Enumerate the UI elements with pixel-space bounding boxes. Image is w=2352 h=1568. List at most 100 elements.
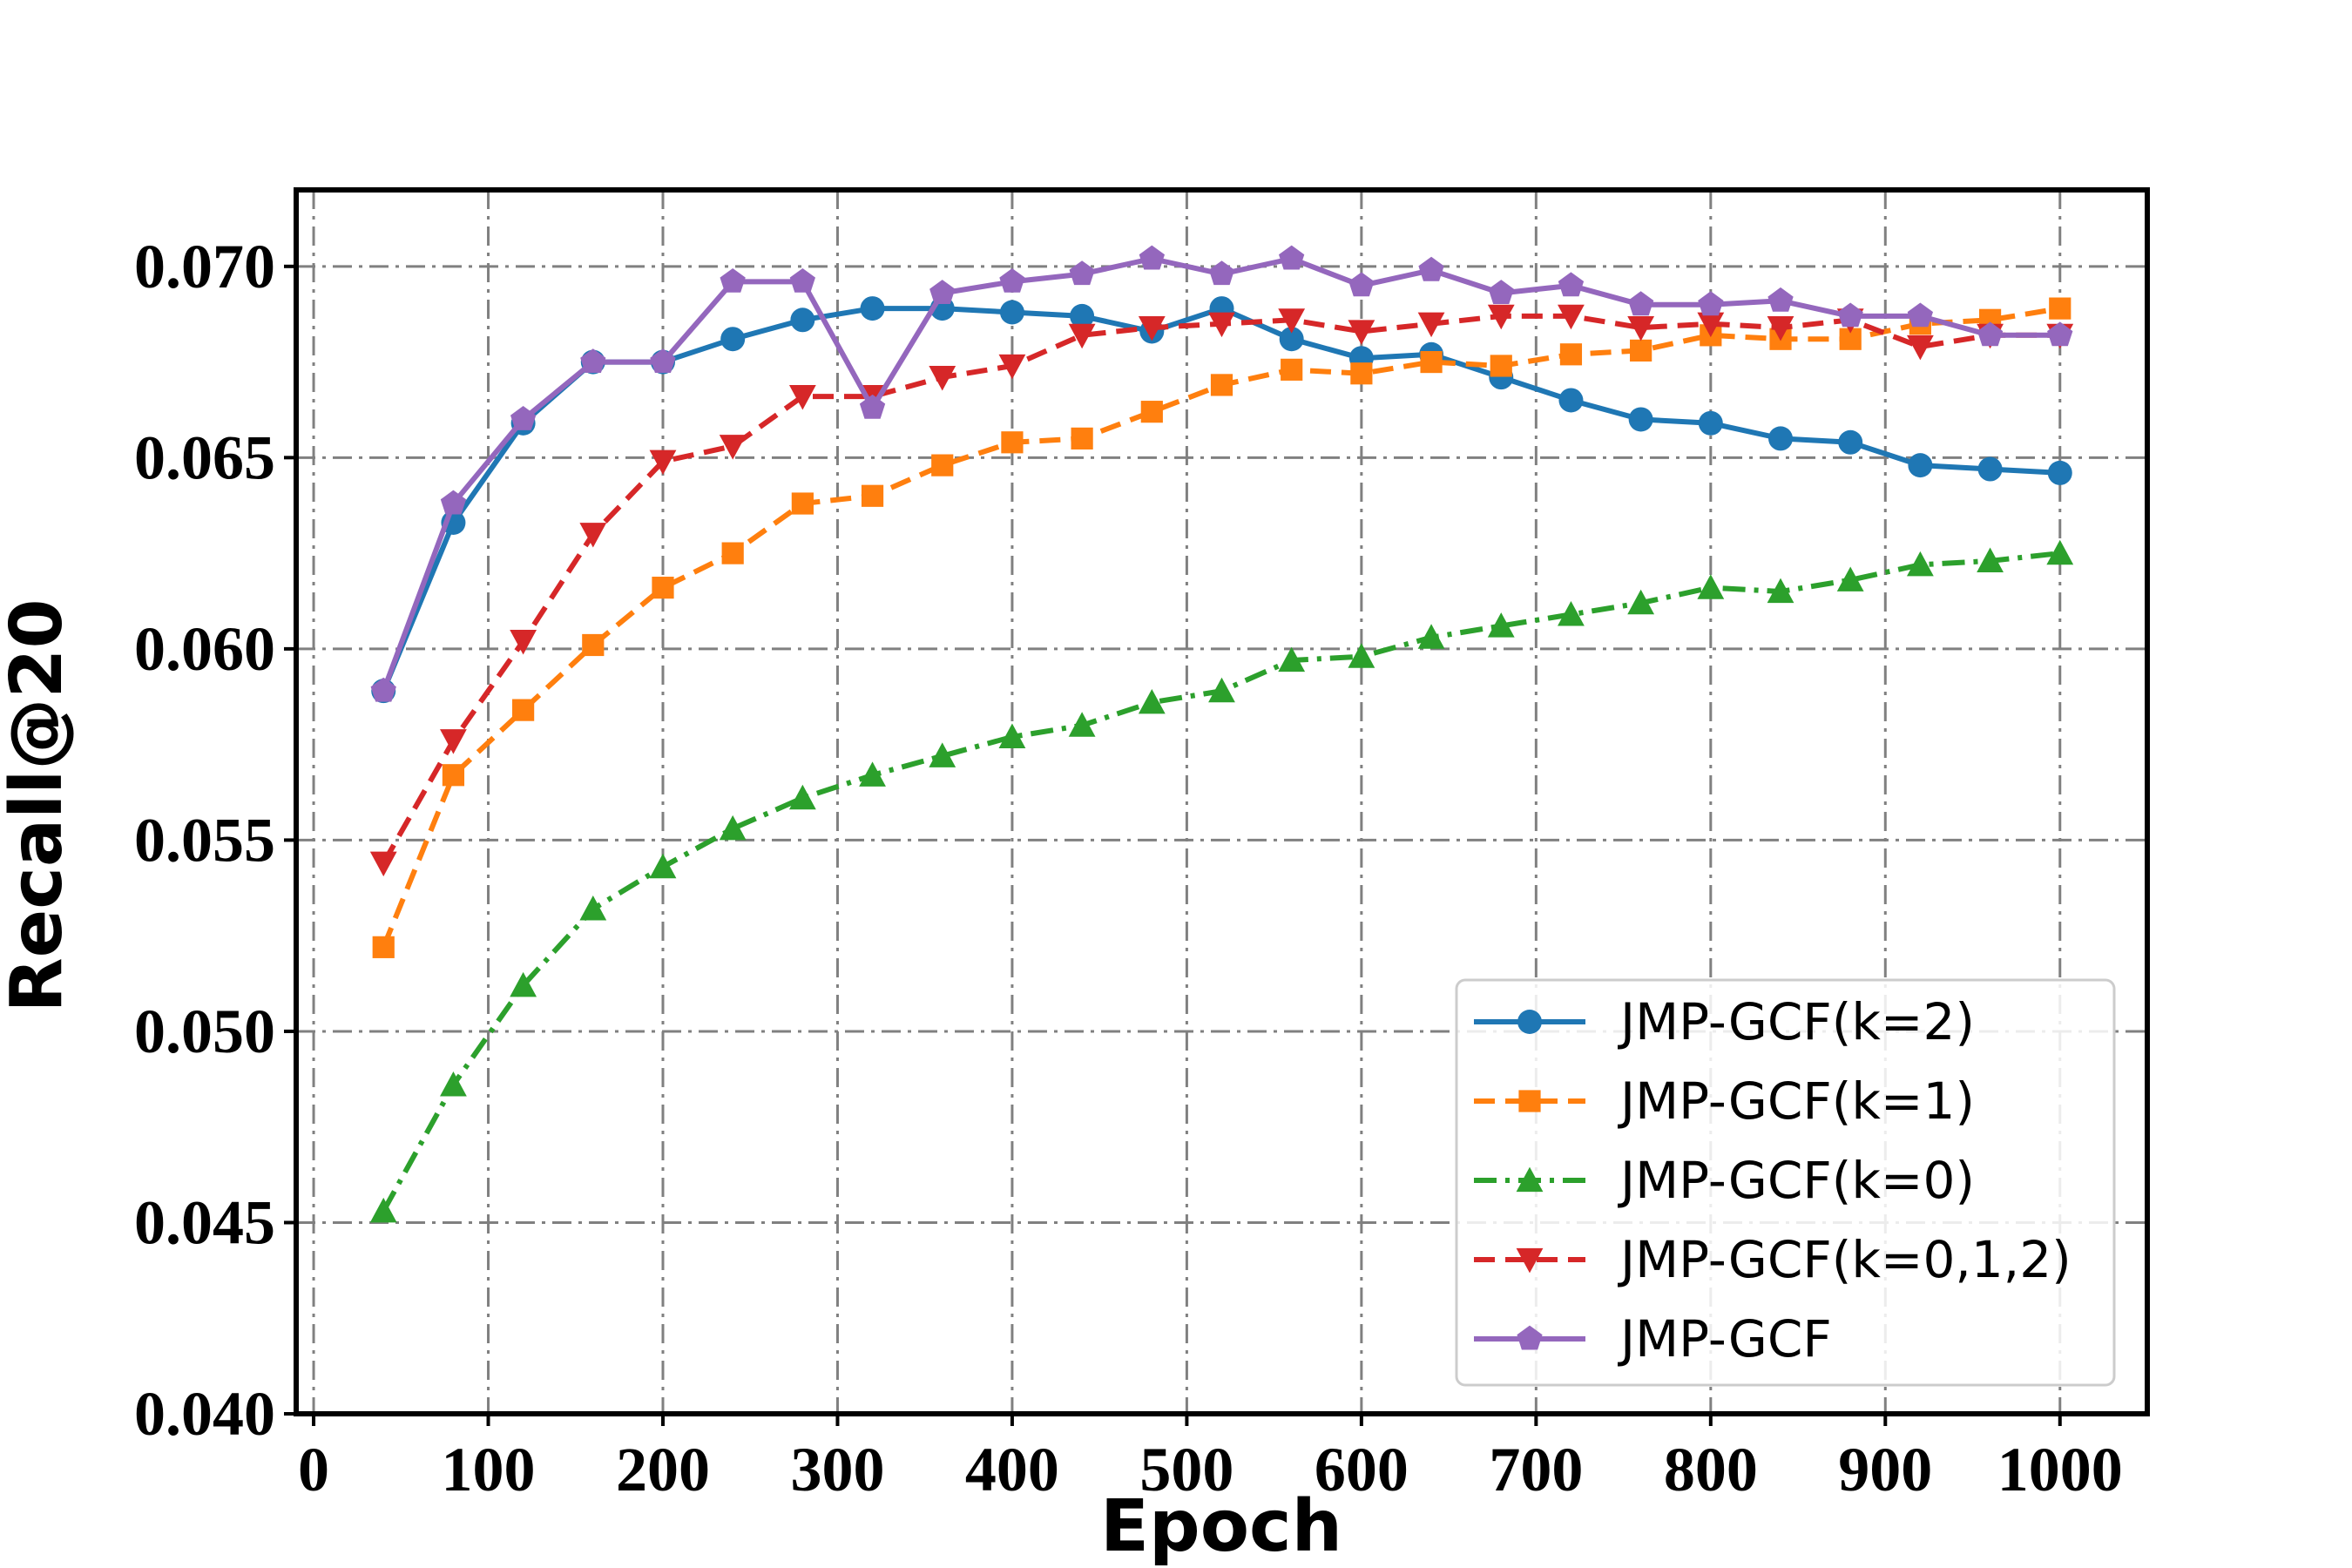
x-tick-label: 1000: [1997, 1435, 2123, 1504]
data-point: [582, 633, 605, 657]
legend-entry: JMP-GCF(k=0,1,2): [1474, 1230, 2072, 1289]
data-point: [1559, 343, 1583, 366]
data-point: [1070, 303, 1095, 328]
data-point: [2047, 321, 2073, 347]
data-point: [442, 764, 465, 787]
data-point: [1697, 574, 1725, 599]
data-point: [788, 385, 816, 410]
data-point: [1278, 308, 1306, 334]
y-tick-label: 0.070: [134, 232, 275, 301]
data-point: [1977, 456, 2003, 482]
data-point: [369, 1197, 397, 1223]
data-point: [510, 630, 537, 655]
y-tick-label: 0.065: [134, 422, 275, 492]
axes: 0 100 200 300 400 500 600 700 800 900 1000 0.040 0.0…: [134, 232, 2123, 1504]
y-tick-label: 0.045: [134, 1187, 275, 1257]
data-point: [1139, 245, 1165, 270]
data-point: [999, 300, 1024, 325]
x-tick-label: 600: [1315, 1435, 1409, 1504]
data-point: [1558, 304, 1585, 330]
data-point: [1836, 566, 1864, 591]
legend-marker: [1516, 1247, 1544, 1274]
legend-marker: [1517, 1325, 1543, 1350]
data-point: [1908, 453, 1933, 478]
data-point: [1001, 431, 1024, 454]
series-line: [381, 306, 2060, 693]
data-point: [440, 729, 467, 754]
x-tick-label: 700: [1489, 1435, 1583, 1504]
plot-series: [369, 245, 2074, 1223]
data-point: [931, 454, 954, 476]
y-tick-label: 0.050: [134, 997, 275, 1066]
data-point: [512, 699, 535, 721]
data-point: [1281, 358, 1303, 381]
data-point: [1697, 312, 1725, 338]
data-point: [1628, 407, 1653, 432]
data-point: [1350, 362, 1373, 385]
data-point: [2047, 460, 2072, 485]
data-point: [652, 577, 674, 599]
data-point: [1977, 321, 2004, 347]
x-tick-label: 200: [616, 1435, 710, 1504]
data-point: [1417, 312, 1445, 338]
x-tick-label: 500: [1139, 1435, 1233, 1504]
x-tick-label: 0: [298, 1435, 329, 1504]
data-point: [719, 814, 747, 841]
data-point: [1627, 315, 1655, 341]
legend-label: JMP-GCF(k=1): [1618, 1071, 1975, 1131]
data-point: [1767, 287, 1794, 312]
data-point: [1138, 315, 1166, 341]
data-point: [1138, 688, 1166, 714]
data-point: [1838, 429, 1863, 455]
data-point: [510, 406, 537, 430]
data-point: [1420, 350, 1443, 374]
data-point: [998, 723, 1026, 748]
data-point: [1698, 291, 1724, 316]
data-point: [1767, 578, 1794, 604]
data-point: [721, 542, 744, 564]
data-point: [372, 936, 395, 958]
y-tick-label: 0.060: [134, 614, 275, 684]
legend-marker: [1518, 1090, 1541, 1112]
y-axis-title: Recall@20: [0, 598, 78, 1012]
data-point: [440, 1071, 467, 1097]
data-point: [2049, 297, 2072, 320]
data-point: [1487, 304, 1515, 330]
series-jmp-gcf: [370, 245, 2073, 702]
legend-label: JMP-GCF(k=0,1,2): [1618, 1230, 2072, 1289]
data-point: [1767, 315, 1794, 341]
data-point: [720, 268, 746, 293]
data-point: [1907, 302, 1933, 328]
data-point: [1977, 547, 2004, 572]
data-point: [1278, 646, 1306, 672]
data-point: [1068, 712, 1096, 737]
legend: JMP-GCF(k=2) JMP-GCF(k=1) JMP-GCF(k=0) JMP-…: [1455, 978, 2116, 1387]
data-point: [510, 971, 537, 997]
series-line: [381, 313, 2060, 865]
data-point: [1348, 320, 1375, 345]
data-point: [1348, 272, 1375, 297]
data-point: [1488, 280, 1514, 304]
y-tick-label: 0.055: [134, 805, 275, 875]
series-jmp-gcf-k-1: [372, 297, 2072, 958]
x-tick-label: 800: [1664, 1435, 1758, 1504]
data-point: [1279, 327, 1304, 352]
legend-entry: JMP-GCF: [1474, 1309, 1832, 1369]
data-point: [440, 490, 467, 515]
data-point: [1630, 339, 1652, 362]
data-point: [579, 896, 607, 921]
data-point: [1210, 374, 1233, 396]
legend-marker: [1516, 1166, 1544, 1193]
data-point: [861, 484, 884, 507]
data-point: [788, 784, 816, 810]
data-point: [1208, 260, 1235, 286]
data-point: [859, 761, 886, 787]
data-point: [1279, 245, 1305, 270]
data-point: [1768, 426, 1794, 451]
data-point: [649, 449, 677, 476]
data-point: [929, 742, 956, 767]
data-point: [719, 435, 747, 460]
legend-marker: [1517, 1010, 1542, 1034]
plot-frame: [294, 187, 2150, 1416]
